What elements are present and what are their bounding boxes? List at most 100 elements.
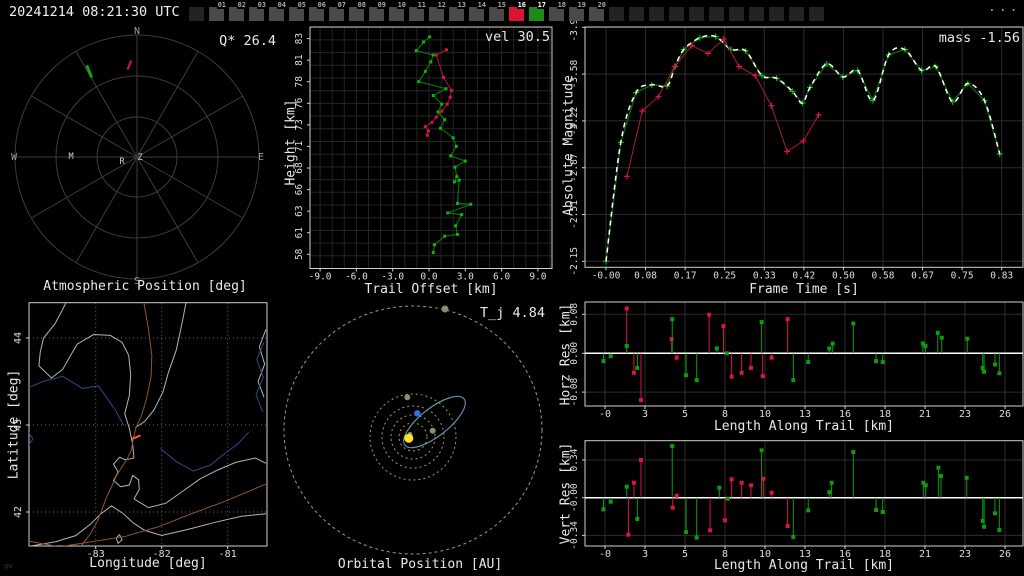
coastlines — [29, 302, 267, 547]
frame-slot-16[interactable]: 16 — [509, 1, 527, 21]
frame-slot-blank-31[interactable] — [809, 7, 824, 21]
planet-dot — [441, 305, 449, 313]
svg-text:21: 21 — [919, 549, 931, 560]
status-bar: 20241214 08:21:30 UTC 01 02 03 04 05 06 07 08 09… — [0, 0, 1024, 24]
svg-text:-2.87: -2.87 — [569, 153, 580, 182]
frame-slot-11[interactable]: 11 — [409, 1, 427, 21]
svg-text:71: 71 — [294, 140, 305, 152]
svg-text:9.0: 9.0 — [529, 272, 546, 283]
frame-slot-number: 01 — [216, 1, 227, 9]
horizontal-residuals-panel-points — [601, 306, 1002, 403]
svg-text:81: 81 — [294, 54, 305, 66]
frame-slot-strip[interactable]: 01 02 03 04 05 06 07 08 09 10 11 12 13 14 15 16 17 18 19 20 — [189, 0, 829, 21]
frame-slot-blank-23[interactable] — [649, 7, 664, 21]
svg-text:76: 76 — [294, 97, 305, 109]
svg-text:Z: Z — [137, 153, 142, 163]
frame-slot-number: 11 — [416, 1, 427, 9]
frame-slot-15[interactable]: 15 — [489, 1, 507, 21]
magnitude-yaxis-label: Absolute Magnitude — [561, 75, 577, 216]
frame-slot-blank-21[interactable] — [609, 7, 624, 21]
frame-slot-blank-24[interactable] — [669, 7, 684, 21]
frame-slot-blank-0[interactable] — [189, 7, 204, 21]
frame-slot-18[interactable]: 18 — [549, 1, 567, 21]
svg-text:0.33: 0.33 — [753, 270, 776, 281]
frame-slot-number: 20 — [596, 1, 607, 9]
second-station-magnitude-series — [623, 36, 822, 180]
atmospheric-position-panel: N E S W Z M R — [11, 26, 264, 287]
frame-slot-05[interactable]: 05 — [289, 1, 307, 21]
svg-text:23: 23 — [959, 409, 971, 420]
frame-slot-03[interactable]: 03 — [249, 1, 267, 21]
frame-slot-19[interactable]: 19 — [569, 1, 587, 21]
frame-slot-blank-30[interactable] — [789, 7, 804, 21]
svg-text:18: 18 — [879, 549, 891, 560]
frame-slot-01[interactable]: 01 — [209, 1, 227, 21]
map-xaxis-label: Longitude [deg] — [89, 556, 207, 571]
trail-xaxis-label: Trail Offset [km] — [364, 282, 498, 297]
frame-slot-blank-28[interactable] — [749, 7, 764, 21]
frame-slot-06[interactable]: 06 — [309, 1, 327, 21]
svg-text:-2.51: -2.51 — [569, 200, 580, 229]
frame-slot-10[interactable]: 10 — [389, 1, 407, 21]
observed-magnitude-series — [603, 33, 1003, 265]
svg-text:0.50: 0.50 — [832, 270, 855, 281]
svg-text:S: S — [134, 276, 140, 287]
svg-text:58: 58 — [294, 248, 305, 260]
frame-slot-number: 06 — [316, 1, 327, 9]
svg-text:8: 8 — [722, 549, 728, 560]
frame-slot-number: 10 — [396, 1, 407, 9]
frame-slot-12[interactable]: 12 — [429, 1, 447, 21]
svg-text:-0.00: -0.00 — [592, 270, 621, 281]
frame-slot-17[interactable]: 17 — [529, 1, 547, 21]
q-star-badge: Q* 26.4 — [219, 33, 276, 49]
meteor-ground-track — [131, 434, 141, 440]
frame-slot-04[interactable]: 04 — [269, 1, 287, 21]
frame-slot-blank-27[interactable] — [729, 7, 744, 21]
map-features — [29, 302, 267, 547]
svg-text:-2.15: -2.15 — [569, 247, 580, 276]
svg-text:0.83: 0.83 — [990, 270, 1013, 281]
overflow-ellipsis[interactable]: ... — [988, 0, 1021, 15]
map-yaxis-label: Latitude [deg] — [6, 369, 22, 480]
svg-text:W: W — [11, 152, 18, 163]
earth-dot — [414, 410, 421, 417]
svg-text:0.58: 0.58 — [872, 270, 895, 281]
svg-text:0.67: 0.67 — [911, 270, 934, 281]
svg-text:18: 18 — [879, 409, 891, 420]
frame-slot-blank-29[interactable] — [769, 7, 784, 21]
frame-slot-13[interactable]: 13 — [449, 1, 467, 21]
svg-text:5: 5 — [682, 409, 688, 420]
vertical-residuals-panel: -0 3 5 8 10 13 16 18 21 23 26 0.34 -0.00 -0.34 — [569, 440, 1024, 560]
svg-text:0.17: 0.17 — [674, 270, 697, 281]
frame-slot-blank-22[interactable] — [629, 7, 644, 21]
frame-slot-09[interactable]: 09 — [369, 1, 387, 21]
frame-slot-number: 18 — [556, 1, 567, 9]
vertical-residuals-panel-points — [601, 444, 1002, 540]
svg-text:R: R — [119, 157, 125, 167]
svg-text:10: 10 — [759, 549, 771, 560]
svg-text:16: 16 — [839, 409, 851, 420]
svg-text:66: 66 — [294, 184, 305, 196]
svg-text:0.34: 0.34 — [569, 448, 580, 471]
horz-res-yaxis-label: Horz Res [km] — [558, 303, 574, 406]
svg-text:-0.08: -0.08 — [569, 378, 580, 407]
trail-red-series — [423, 48, 453, 137]
frame-slot-20[interactable]: 20 — [589, 1, 607, 21]
svg-text:-3.22: -3.22 — [569, 107, 580, 136]
svg-text:63: 63 — [294, 205, 305, 216]
frame-slot-blank-25[interactable] — [689, 7, 704, 21]
frame-slot-number: 17 — [536, 1, 547, 9]
frame-slot-number: 05 — [296, 1, 307, 9]
frame-slot-07[interactable]: 07 — [329, 1, 347, 21]
svg-text:6.0: 6.0 — [493, 272, 510, 283]
frame-slot-02[interactable]: 02 — [229, 1, 247, 21]
frame-slot-14[interactable]: 14 — [469, 1, 487, 21]
light-curve-panel: -0.00 0.08 0.17 0.25 0.33 0.42 0.50 0.58 0.67 0.7… — [569, 13, 1024, 281]
svg-text:68: 68 — [294, 162, 305, 174]
frame-slot-blank-26[interactable] — [709, 7, 724, 21]
trail-yaxis-label: Height [km] — [283, 99, 299, 186]
fitted-magnitude-curve — [605, 34, 1001, 262]
planet-dot — [404, 394, 411, 401]
frame-slot-number: 07 — [336, 1, 347, 9]
frame-slot-08[interactable]: 08 — [349, 1, 367, 21]
